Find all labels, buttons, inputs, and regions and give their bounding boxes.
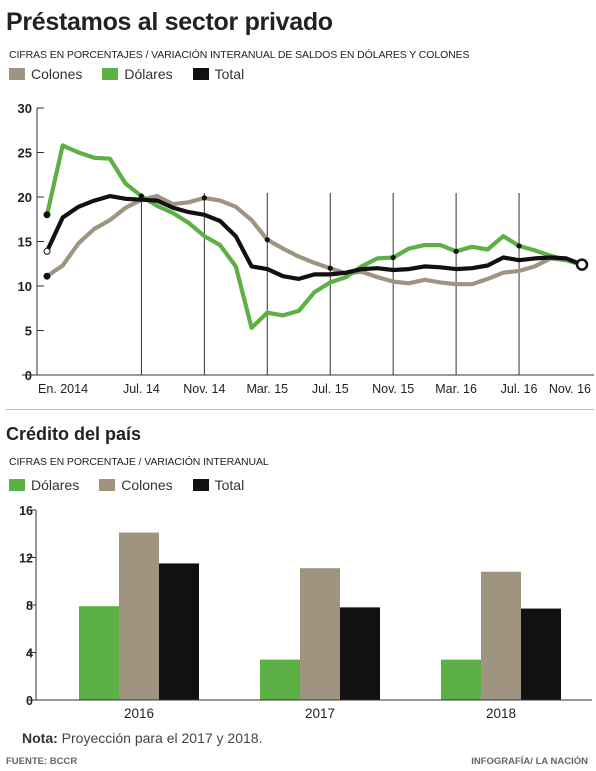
- bar-2017-colones: [300, 568, 340, 700]
- bar-2016-total: [159, 563, 199, 700]
- x-category-label: 2018: [486, 706, 516, 721]
- legend2-label-total: Total: [214, 477, 245, 493]
- x-tick-label: Nov. 15: [372, 382, 414, 396]
- legend-item-total: Total: [192, 66, 245, 82]
- data-point-marker: [516, 243, 522, 249]
- legend-item-dolares: Dólares: [102, 66, 173, 82]
- y-tick-label: 30: [18, 101, 32, 116]
- bar-2017-total: [340, 607, 380, 700]
- x-tick-label: Mar. 15: [246, 382, 288, 396]
- legend-label-colones: Colones: [31, 66, 83, 82]
- legend2-item-dolares: Dólares: [9, 477, 79, 493]
- y-tick-label: 8: [26, 599, 33, 613]
- x-tick-label: Mar. 16: [435, 382, 477, 396]
- bar-2016-colones: [119, 532, 159, 700]
- bar-chart: 0 4 8 12 16 2016 2017 2018: [19, 504, 592, 721]
- legend2-swatch-colones: [99, 479, 116, 491]
- chart2-subtitle: CIFRAS EN PORCENTAJE / VARIACIÓN INTERAN…: [9, 456, 269, 468]
- y-tick-label: 12: [19, 552, 33, 566]
- series-line-dolares: [44, 143, 585, 330]
- y-tick-label: 4: [26, 647, 33, 661]
- chart1-subtitle: CIFRAS EN PORCENTAJES / VARIACIÓN INTERA…: [9, 49, 470, 61]
- x-tick-label: Jul. 15: [312, 382, 349, 396]
- bar-2017-dolares: [260, 659, 300, 700]
- data-point-marker: [390, 254, 396, 261]
- data-point-marker-end: [575, 258, 589, 271]
- x-tick-label: Jul. 14: [123, 382, 160, 396]
- chart2-legend: Dólares Colones Total: [9, 477, 264, 493]
- y-tick-label: 0: [26, 694, 33, 708]
- bar-2016-dolares: [79, 606, 119, 700]
- x-tick-label: Nov. 16: [549, 382, 591, 396]
- x-category-label: 2017: [305, 706, 335, 721]
- y-tick-label: 5: [25, 324, 32, 339]
- x-tick-label: En. 2014: [38, 382, 88, 396]
- x-category-label: 2016: [124, 706, 154, 721]
- legend-label-dolares: Dólares: [124, 66, 173, 82]
- infographic-credit: INFOGRAFÍA/ LA NACIÓN: [471, 756, 588, 767]
- y-tick-label: 15: [18, 235, 32, 250]
- y-tick-label: 10: [18, 279, 32, 294]
- footnote-label: Nota:: [22, 730, 58, 746]
- chart1-legend: Colones Dólares Total: [9, 66, 264, 82]
- data-point-marker: [43, 211, 51, 219]
- legend2-label-dolares: Dólares: [31, 477, 80, 493]
- legend2-label-colones: Colones: [121, 477, 173, 493]
- series-line-total: [44, 193, 585, 281]
- legend2-swatch-total: [192, 479, 209, 491]
- legend2-swatch-dolares: [9, 479, 25, 491]
- data-point-marker: [43, 247, 51, 255]
- x-tick-label: Jul. 16: [501, 382, 538, 396]
- data-point-marker: [327, 265, 333, 271]
- chart1-title: Préstamos al sector privado: [6, 8, 333, 36]
- legend-swatch-dolares: [102, 68, 119, 80]
- legend-swatch-total: [192, 68, 209, 80]
- footnote-text: Proyección para el 2017 y 2018.: [57, 730, 263, 746]
- legend-item-colones: Colones: [9, 66, 82, 82]
- chart2-title: Crédito del país: [6, 424, 142, 444]
- data-point-marker: [43, 272, 51, 280]
- legend2-item-colones: Colones: [99, 477, 173, 493]
- data-point-marker: [264, 237, 270, 243]
- legend-swatch-colones: [9, 68, 25, 80]
- y-tick-label: 25: [18, 146, 32, 161]
- y-tick-label: 16: [19, 504, 33, 518]
- bar-2018-total: [521, 608, 561, 700]
- series-line-colones: [44, 193, 585, 287]
- footnote: Nota: Proyección para el 2017 y 2018.: [22, 730, 262, 746]
- data-point-marker: [138, 193, 145, 199]
- bar-2018-colones: [481, 571, 521, 700]
- x-tick-label: Nov. 14: [183, 382, 225, 396]
- data-point-marker: [453, 248, 459, 254]
- legend2-item-total: Total: [192, 477, 245, 493]
- y-tick-label: 20: [18, 190, 32, 205]
- data-point-marker: [201, 195, 207, 201]
- bar-2018-dolares: [441, 659, 481, 700]
- legend-label-total: Total: [214, 66, 245, 82]
- source-credit: FUENTE: BCCR: [6, 756, 78, 767]
- section-divider: [6, 409, 594, 410]
